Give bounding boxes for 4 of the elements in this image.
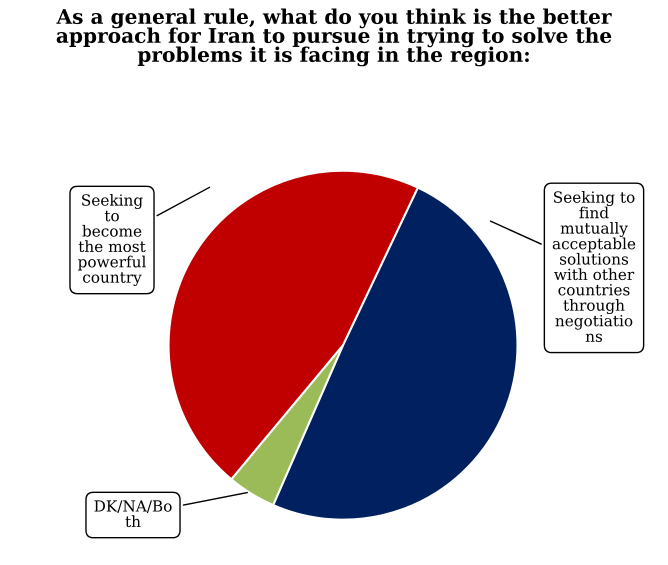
slice-label: DK/NA/Bo th [94, 500, 172, 528]
slice-label: Seeking to become the most powerful country [78, 194, 146, 286]
chart-title: As a general rule, what do you think is the better approach for Iran to pursue in trying to solve the problems it is facing in the region: [56, 8, 612, 66]
category-label: Seeking to find mutually acceptable solutions with other countries through negotiatio ns [552, 191, 636, 342]
